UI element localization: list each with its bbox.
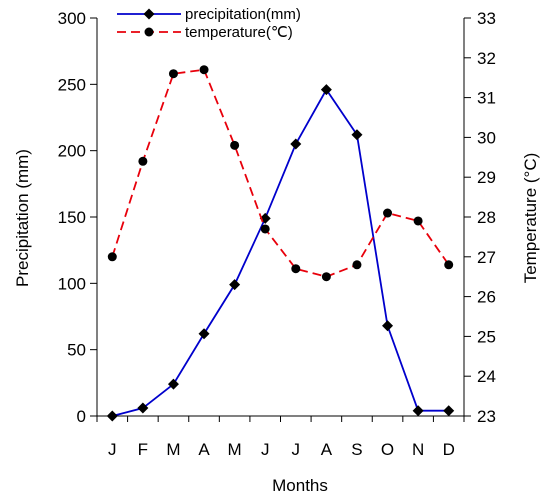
left-tick-label: 250 [58, 75, 86, 94]
series-2-point-J-6 [291, 264, 301, 274]
plot-frame [96, 18, 465, 417]
legend-label-2: temperature(℃) [185, 24, 293, 41]
right-tick-label: 29 [477, 168, 496, 187]
x-tick-label: J [108, 440, 117, 459]
series-1-point-A-3 [198, 328, 210, 340]
right-tick-label: 23 [477, 407, 496, 426]
series-2-point-O-9 [383, 208, 393, 218]
series-2-point-J-5 [260, 224, 270, 234]
series-1-point-M-4 [229, 279, 241, 291]
right-axis: 23 24 25 26 27 28 29 30 31 32 33 [464, 9, 496, 426]
series-1-point-S-8 [351, 129, 363, 141]
legend-label-1: precipitation(mm) [185, 6, 301, 23]
x-tick-label: D [443, 440, 455, 459]
series-2-point-M-2 [168, 69, 178, 79]
right-tick-label: 25 [477, 327, 496, 346]
x-tick-label: A [198, 440, 210, 459]
legend-marker-2 [144, 27, 154, 37]
right-tick-label: 26 [477, 288, 496, 307]
x-tick-label: J [292, 440, 301, 459]
series-1-point-N-10 [412, 405, 424, 417]
right-tick-label: 31 [477, 89, 496, 108]
series-1-point-F-1 [137, 402, 149, 414]
left-tick-label: 100 [58, 274, 86, 293]
right-tick-label: 28 [477, 208, 496, 227]
series-1-point-O-9 [382, 320, 394, 332]
series-1-point-J-0 [106, 410, 118, 422]
x-tick-label: M [228, 440, 242, 459]
right-tick-label: 30 [477, 128, 496, 147]
series-1-point-A-7 [320, 84, 332, 96]
legend: precipitation(mm)temperature(℃) [117, 6, 301, 41]
left-tick-label: 50 [67, 341, 86, 360]
x-tick-label: A [321, 440, 333, 459]
left-tick-label: 200 [58, 142, 86, 161]
right-tick-label: 24 [477, 367, 496, 386]
series-2-point-J-0 [107, 252, 117, 262]
left-axis-title: Precipitation (mm) [13, 149, 32, 287]
right-tick-label: 33 [477, 9, 496, 28]
right-tick-label: 27 [477, 248, 496, 267]
right-tick-label: 32 [477, 49, 496, 68]
series-2-point-A-3 [199, 65, 209, 75]
series-1-point-M-2 [167, 378, 179, 390]
series-2-point-M-4 [230, 140, 240, 150]
left-tick-label: 300 [58, 9, 86, 28]
left-tick-label: 150 [58, 208, 86, 227]
x-tick-label: J [261, 440, 270, 459]
x-tick-label: N [412, 440, 424, 459]
legend-marker-1 [143, 8, 155, 20]
series-2-line [111, 68, 450, 278]
series-layer [106, 65, 455, 422]
series-2 [107, 65, 454, 282]
series-2-point-S-8 [352, 260, 362, 270]
series-2-point-N-10 [413, 216, 423, 226]
left-tick-label: 0 [77, 407, 86, 426]
x-tick-label: F [138, 440, 148, 459]
x-tick-label: M [166, 440, 180, 459]
right-axis-title: Temperature (°C) [521, 153, 540, 284]
series-2-point-D-11 [444, 260, 454, 270]
x-tick-label: S [351, 440, 362, 459]
series-1-point-J-6 [290, 138, 302, 150]
x-axis-title: Months [272, 476, 328, 495]
series-2-point-A-7 [321, 272, 331, 282]
series-1-point-D-11 [443, 405, 455, 417]
series-1-line [112, 87, 449, 417]
x-tick-label: O [381, 440, 394, 459]
series-2-point-F-1 [138, 156, 148, 166]
left-axis: 0 50 100 150 200 250 300 [58, 9, 97, 426]
series-1 [106, 84, 455, 422]
